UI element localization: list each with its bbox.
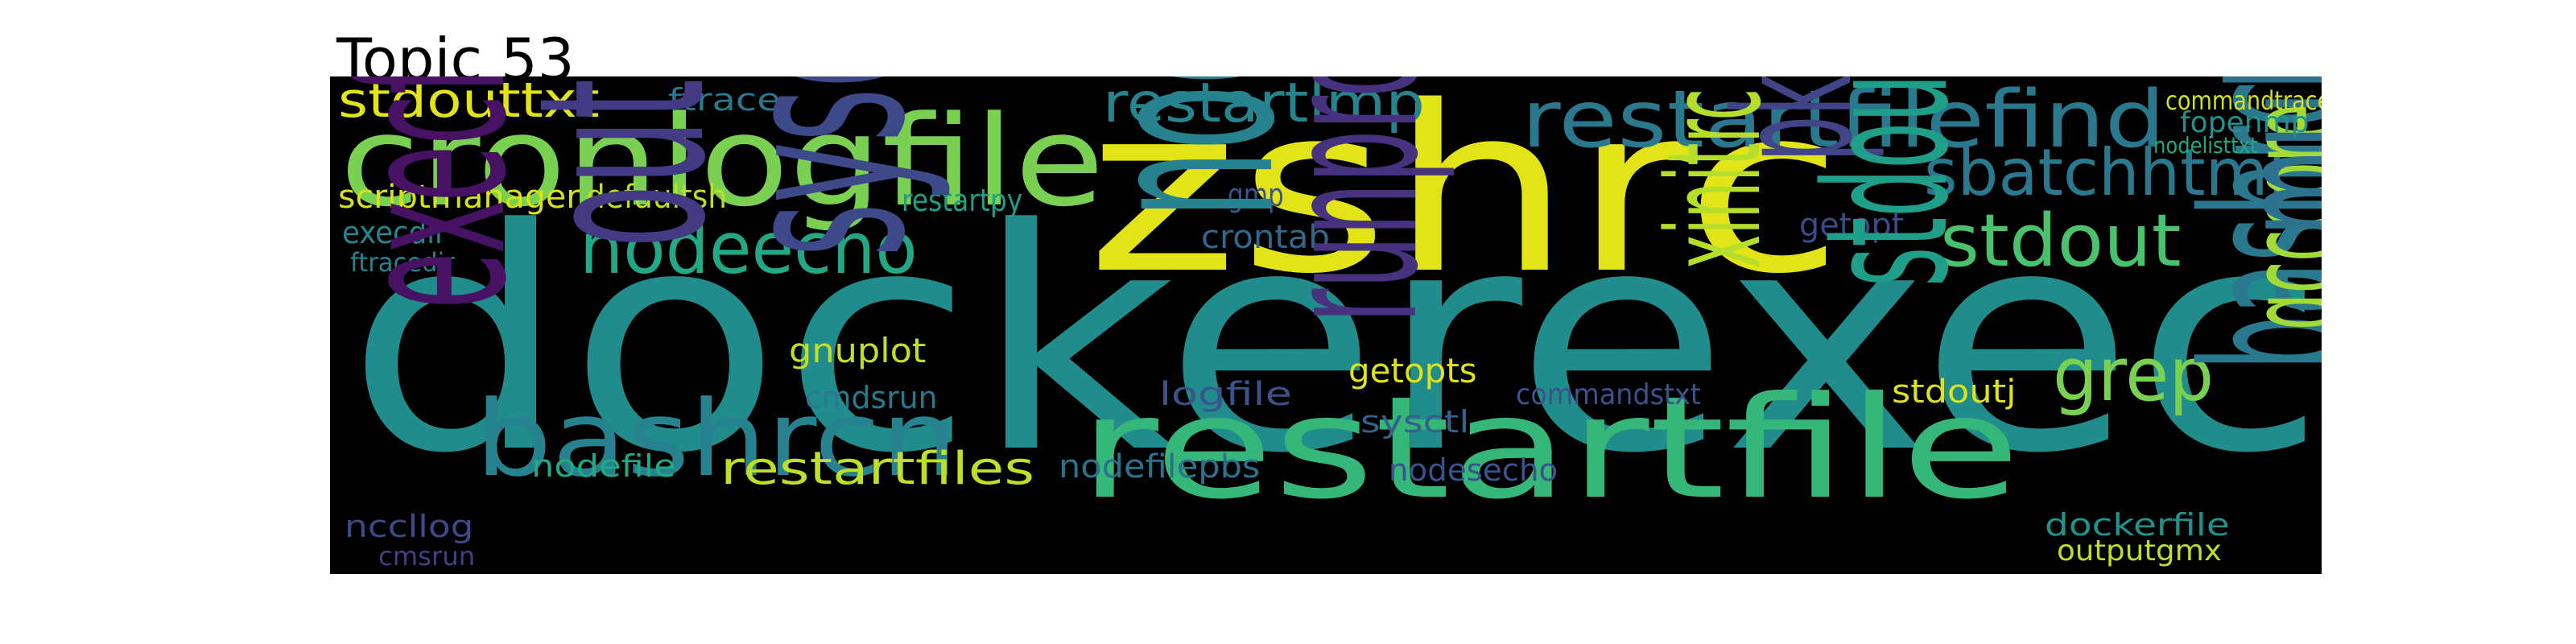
cloud-word: restartfiles bbox=[720, 443, 1035, 495]
cloud-word: nodelisttxt bbox=[2153, 132, 2258, 159]
cloud-word: stdoutpbs bbox=[1789, 76, 1986, 287]
cloud-word: logfile bbox=[1159, 376, 1292, 413]
cloud-word: dockerfile bbox=[2045, 507, 2230, 543]
cloud-word: commandstxt bbox=[1516, 378, 1701, 411]
cloud-word: gnuplot bbox=[789, 331, 927, 370]
cloud-word: nodefilepbs bbox=[1059, 448, 1261, 485]
cloud-word: nodesecho bbox=[1389, 452, 1558, 488]
cloud-word: scriptmanager bbox=[338, 179, 580, 216]
cloud-word: restartfile bbox=[1079, 367, 2021, 530]
cloud-word: outputgmx bbox=[2057, 535, 2222, 568]
cloud-word: crontab bbox=[1201, 219, 1330, 256]
cloud-word: nodeecho bbox=[580, 207, 918, 290]
cloud-word: restartpy bbox=[902, 183, 1023, 218]
cloud-word: sbatchhtml bbox=[1924, 135, 2286, 210]
cloud-word: execdir bbox=[342, 215, 447, 250]
cloud-word: nccllog bbox=[345, 509, 474, 544]
cloud-word: cmdsrun bbox=[805, 380, 938, 415]
cloud-word: stdout bbox=[1940, 199, 2182, 283]
cloud-word: commandtrace bbox=[2165, 85, 2322, 116]
cloud-word: stdouttxt bbox=[338, 76, 600, 129]
cloud-word: bashrcn bbox=[475, 378, 958, 500]
cloud-word: nodefile bbox=[531, 448, 676, 484]
cloud-word: cronlogfile bbox=[340, 89, 1104, 234]
cloud-word: sysctl bbox=[1360, 404, 1470, 440]
cloud-word: grep bbox=[2053, 332, 2215, 418]
cloud-word: stdoutj bbox=[1892, 374, 2017, 411]
cloud-word: dockerexec bbox=[346, 163, 2322, 520]
cloud-word: defaultsh bbox=[586, 179, 727, 216]
cloud-word: xinitrc bbox=[1639, 88, 1790, 270]
cloud-word: gmp bbox=[1228, 177, 1284, 214]
cloud-word: fopenmp bbox=[2180, 106, 2310, 139]
cloud-word: getopt bbox=[1799, 207, 1905, 244]
cloud-word: ftracedir bbox=[350, 247, 455, 278]
cloud-word: runprocess bbox=[1245, 76, 1459, 323]
cloud-word: restartlmp bbox=[1103, 76, 1425, 135]
cloud-word: ftrace bbox=[668, 82, 781, 118]
cloud-word: restartfilefind bbox=[1521, 76, 2165, 166]
cloud-word: getopts bbox=[1348, 351, 1477, 390]
cloud-word: zshrc bbox=[1087, 76, 1844, 324]
cloud-word: cmsrun bbox=[378, 541, 476, 572]
word-cloud: dockerexec zshrc restartfile cronlogfile res… bbox=[330, 76, 2322, 574]
cloud-word: execfilepath bbox=[330, 76, 552, 309]
